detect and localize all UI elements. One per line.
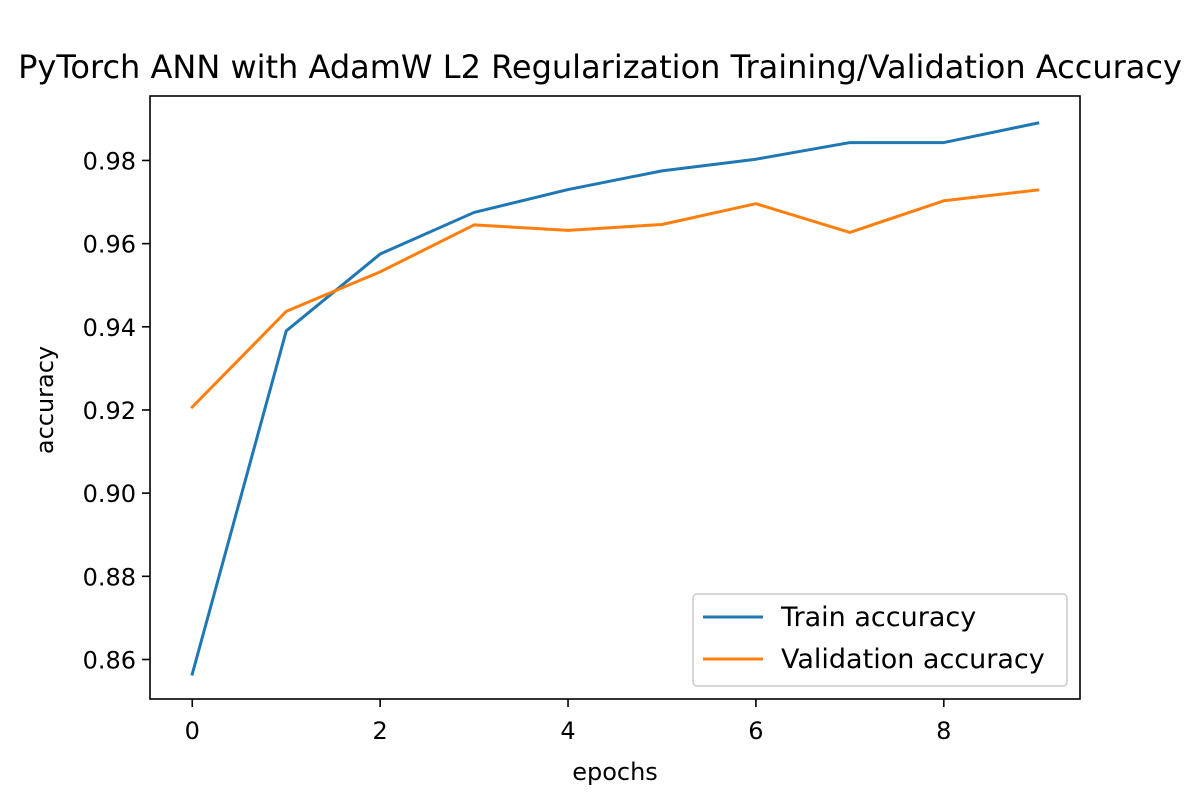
y-tick-label: 0.88	[83, 563, 136, 591]
y-tick-label: 0.86	[83, 646, 136, 674]
y-tick-label: 0.96	[83, 231, 136, 259]
legend-label-train: Train accuracy	[780, 602, 976, 633]
y-axis-label: accuracy	[31, 346, 59, 454]
y-tick-label: 0.92	[83, 397, 136, 425]
chart-title: PyTorch ANN with AdamW L2 Regularization…	[18, 48, 1182, 86]
x-tick-label: 4	[560, 717, 575, 745]
x-tick-label: 8	[936, 717, 951, 745]
y-tick-label: 0.90	[83, 480, 136, 508]
legend-label-validation: Validation accuracy	[781, 644, 1045, 675]
x-tick-label: 6	[748, 717, 763, 745]
x-tick-label: 2	[373, 717, 388, 745]
x-tick-label: 0	[185, 717, 200, 745]
y-tick-label: 0.98	[83, 147, 136, 175]
x-axis-label: epochs	[572, 758, 658, 786]
legend: Train accuracy Validation accuracy	[693, 594, 1067, 686]
y-tick-label: 0.94	[83, 314, 136, 342]
